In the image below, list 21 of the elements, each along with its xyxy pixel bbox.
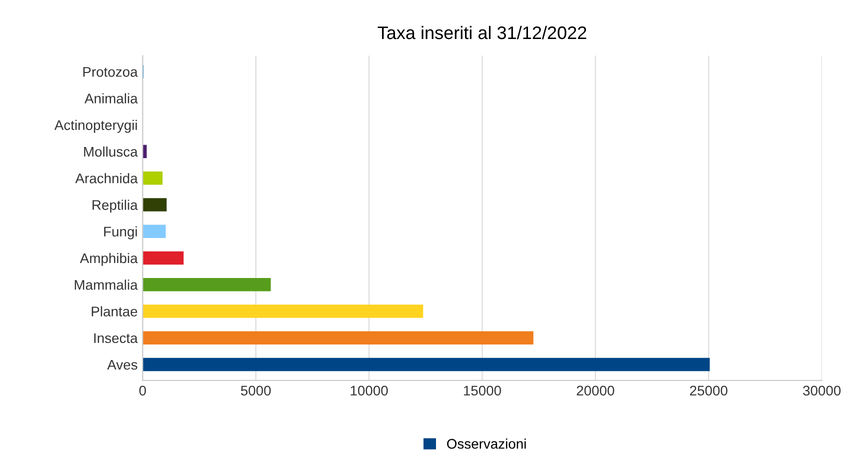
x-tick-label: 0 (139, 386, 146, 396)
y-tick-label: Mammalia (74, 280, 138, 290)
x-tick-label: 20000 (576, 386, 614, 396)
y-tick-label: Aves (107, 360, 138, 370)
x-tick-label: 30000 (803, 386, 841, 396)
chart-title: Taxa inseriti al 31/12/2022 (378, 26, 586, 40)
x-tick-label: 25000 (690, 386, 728, 396)
y-tick-label: Insecta (94, 333, 138, 344)
y-tick-label: Actinopterygii (54, 120, 137, 133)
y-tick-label: Arachnida (75, 173, 138, 184)
y-tick-label: Reptilia (92, 200, 138, 213)
y-tick-label: Plantae (92, 306, 138, 316)
x-tick-label: 5000 (240, 386, 271, 396)
x-tick-label: 15000 (464, 386, 501, 396)
y-tick-label: Mollusca (84, 146, 138, 157)
x-tick-label: 10000 (350, 386, 388, 396)
y-tick-label: Fungi (104, 226, 137, 240)
y-tick-label: Protozoa (83, 67, 138, 77)
legend-label: Osservazioni (447, 438, 526, 449)
y-tick-label: Amphibia (80, 252, 138, 266)
y-tick-label: Animalia (84, 93, 138, 104)
